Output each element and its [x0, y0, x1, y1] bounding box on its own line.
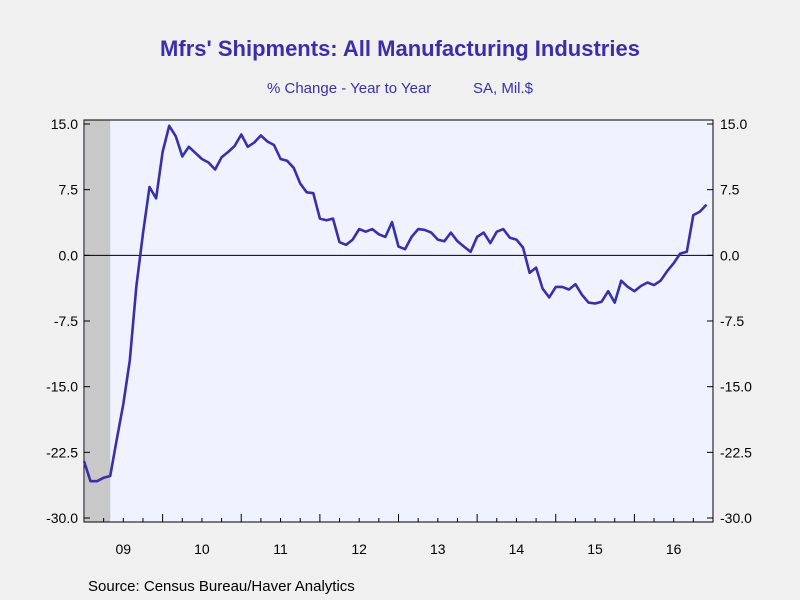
y-tick-label-right: -15.0 — [720, 379, 752, 395]
chart-title: Mfrs' Shipments: All Manufacturing Indus… — [160, 36, 640, 61]
x-tick-label: 10 — [194, 541, 210, 557]
y-tick-label-right: 7.5 — [720, 182, 740, 198]
y-tick-label-right: 15.0 — [720, 116, 747, 132]
source-note: Source: Census Bureau/Haver Analytics — [88, 578, 355, 595]
series-line — [82, 124, 708, 483]
y-tick-label-left: 15.0 — [51, 116, 78, 132]
x-tick-label: 11 — [273, 541, 288, 557]
subtitle-units: % Change - Year to Year — [267, 80, 432, 97]
plot-area — [84, 120, 713, 522]
x-tick-label: 13 — [430, 541, 446, 557]
x-tick-label: 16 — [666, 541, 682, 557]
y-tick-label-left: -7.5 — [54, 313, 78, 329]
x-tick-label: 12 — [351, 541, 367, 557]
y-tick-label-left: 7.5 — [59, 182, 79, 198]
subtitle-basis: SA, Mil.$ — [472, 80, 533, 97]
y-tick-label-left: -22.5 — [46, 444, 78, 460]
y-tick-label-right: -30.0 — [720, 510, 752, 526]
x-tick-label: 15 — [587, 541, 603, 557]
x-tick-label: 09 — [116, 541, 132, 557]
y-tick-label-left: -30.0 — [46, 510, 78, 526]
y-tick-label-right: 0.0 — [720, 247, 740, 263]
y-tick-label-left: -15.0 — [46, 379, 78, 395]
y-tick-label-right: -7.5 — [720, 313, 744, 329]
y-tick-label-right: -22.5 — [720, 444, 752, 460]
y-tick-label-left: 0.0 — [59, 247, 79, 263]
chart-subtitle: % Change - Year to Year SA, Mil.$ — [0, 80, 800, 97]
x-tick-label: 14 — [509, 541, 525, 557]
